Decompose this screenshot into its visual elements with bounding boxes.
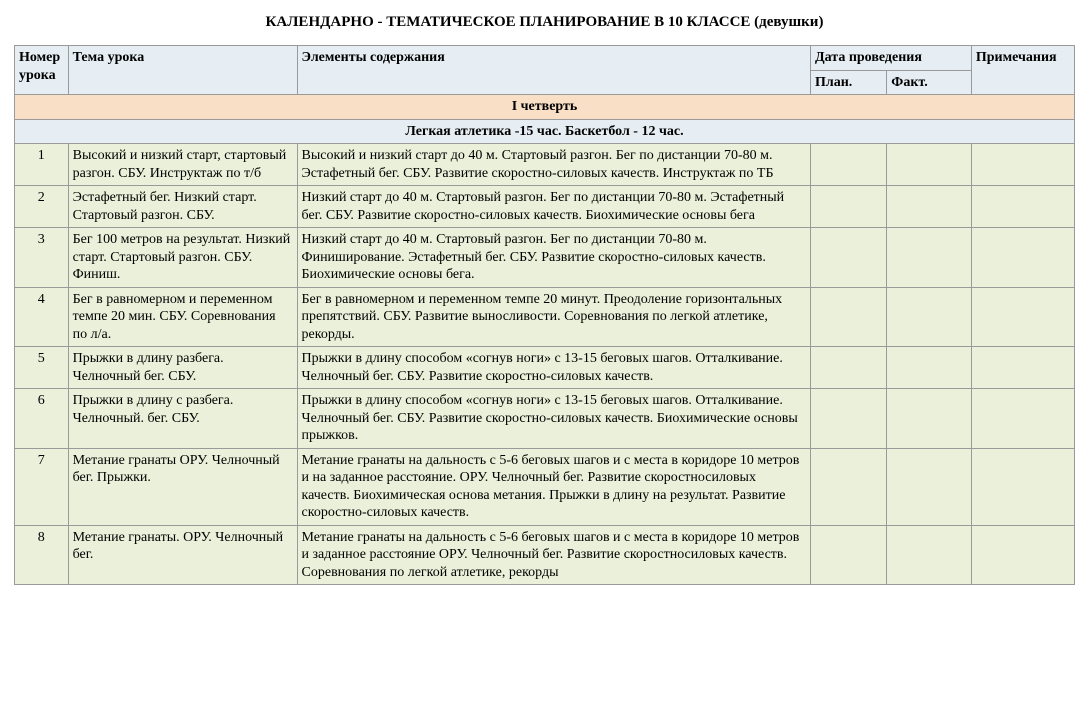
plan-table: Номер урока Тема урока Элементы содержан… [14,45,1075,585]
cell-num: 7 [15,448,69,525]
col-notes: Примечания [971,46,1074,95]
cell-elements: Высокий и низкий старт до 40 м. Стартовы… [297,144,810,186]
cell-topic: Эстафетный бег. Низкий старт. Стартовый … [68,186,297,228]
cell-plan [811,287,887,347]
cell-topic: Бег 100 метров на результат. Низкий стар… [68,228,297,288]
page-title: КАЛЕНДАРНО - ТЕМАТИЧЕСКОЕ ПЛАНИРОВАНИЕ В… [14,14,1075,31]
cell-plan [811,144,887,186]
cell-notes [971,389,1074,449]
col-topic: Тема урока [68,46,297,95]
quarter-row: I четверть [15,95,1075,120]
col-fact: Факт. [887,70,972,95]
table-row: 5Прыжки в длину разбега. Челночный бег. … [15,347,1075,389]
cell-notes [971,144,1074,186]
section-label: Легкая атлетика -15 час. Баскетбол - 12 … [15,119,1075,144]
cell-topic: Прыжки в длину с разбега. Челночный. бег… [68,389,297,449]
table-row: 4Бег в равномерном и переменном темпе 20… [15,287,1075,347]
cell-plan [811,389,887,449]
cell-fact [887,525,972,585]
cell-num: 2 [15,186,69,228]
table-row: 1Высокий и низкий старт, стартовый разго… [15,144,1075,186]
cell-num: 5 [15,347,69,389]
cell-notes [971,347,1074,389]
cell-plan [811,228,887,288]
cell-fact [887,186,972,228]
cell-fact [887,287,972,347]
cell-notes [971,287,1074,347]
cell-plan [811,186,887,228]
cell-notes [971,448,1074,525]
cell-topic: Высокий и низкий старт, стартовый разгон… [68,144,297,186]
cell-topic: Метание гранаты. ОРУ. Челночный бег. [68,525,297,585]
cell-fact [887,448,972,525]
cell-fact [887,347,972,389]
table-row: 6Прыжки в длину с разбега. Челночный. бе… [15,389,1075,449]
cell-elements: Прыжки в длину способом «согнув ноги» с … [297,389,810,449]
col-elements: Элементы содержания [297,46,810,95]
cell-fact [887,144,972,186]
cell-notes [971,228,1074,288]
cell-elements: Метание гранаты на дальность с 5-6 бегов… [297,525,810,585]
cell-num: 3 [15,228,69,288]
table-row: 3Бег 100 метров на результат. Низкий ста… [15,228,1075,288]
cell-topic: Прыжки в длину разбега. Челночный бег. С… [68,347,297,389]
table-body: I четверть Легкая атлетика -15 час. Баск… [15,95,1075,585]
cell-elements: Метание гранаты на дальность с 5-6 бегов… [297,448,810,525]
section-row: Легкая атлетика -15 час. Баскетбол - 12 … [15,119,1075,144]
cell-notes [971,525,1074,585]
col-plan: План. [811,70,887,95]
cell-num: 4 [15,287,69,347]
cell-fact [887,228,972,288]
cell-num: 8 [15,525,69,585]
cell-plan [811,347,887,389]
cell-plan [811,525,887,585]
col-num: Номер урока [15,46,69,95]
cell-plan [811,448,887,525]
cell-num: 1 [15,144,69,186]
col-date-group: Дата проведения [811,46,972,71]
cell-topic: Бег в равномерном и переменном темпе 20 … [68,287,297,347]
table-row: 7Метание гранаты ОРУ. Челночный бег. Пры… [15,448,1075,525]
cell-num: 6 [15,389,69,449]
table-row: 2Эстафетный бег. Низкий старт. Стартовый… [15,186,1075,228]
quarter-label: I четверть [15,95,1075,120]
table-head: Номер урока Тема урока Элементы содержан… [15,46,1075,95]
cell-fact [887,389,972,449]
table-row: 8Метание гранаты. ОРУ. Челночный бег.Мет… [15,525,1075,585]
cell-elements: Низкий старт до 40 м. Стартовый разгон. … [297,228,810,288]
cell-elements: Прыжки в длину способом «согнув ноги» с … [297,347,810,389]
cell-elements: Низкий старт до 40 м. Стартовый разгон. … [297,186,810,228]
cell-notes [971,186,1074,228]
cell-elements: Бег в равномерном и переменном темпе 20 … [297,287,810,347]
cell-topic: Метание гранаты ОРУ. Челночный бег. Прыж… [68,448,297,525]
